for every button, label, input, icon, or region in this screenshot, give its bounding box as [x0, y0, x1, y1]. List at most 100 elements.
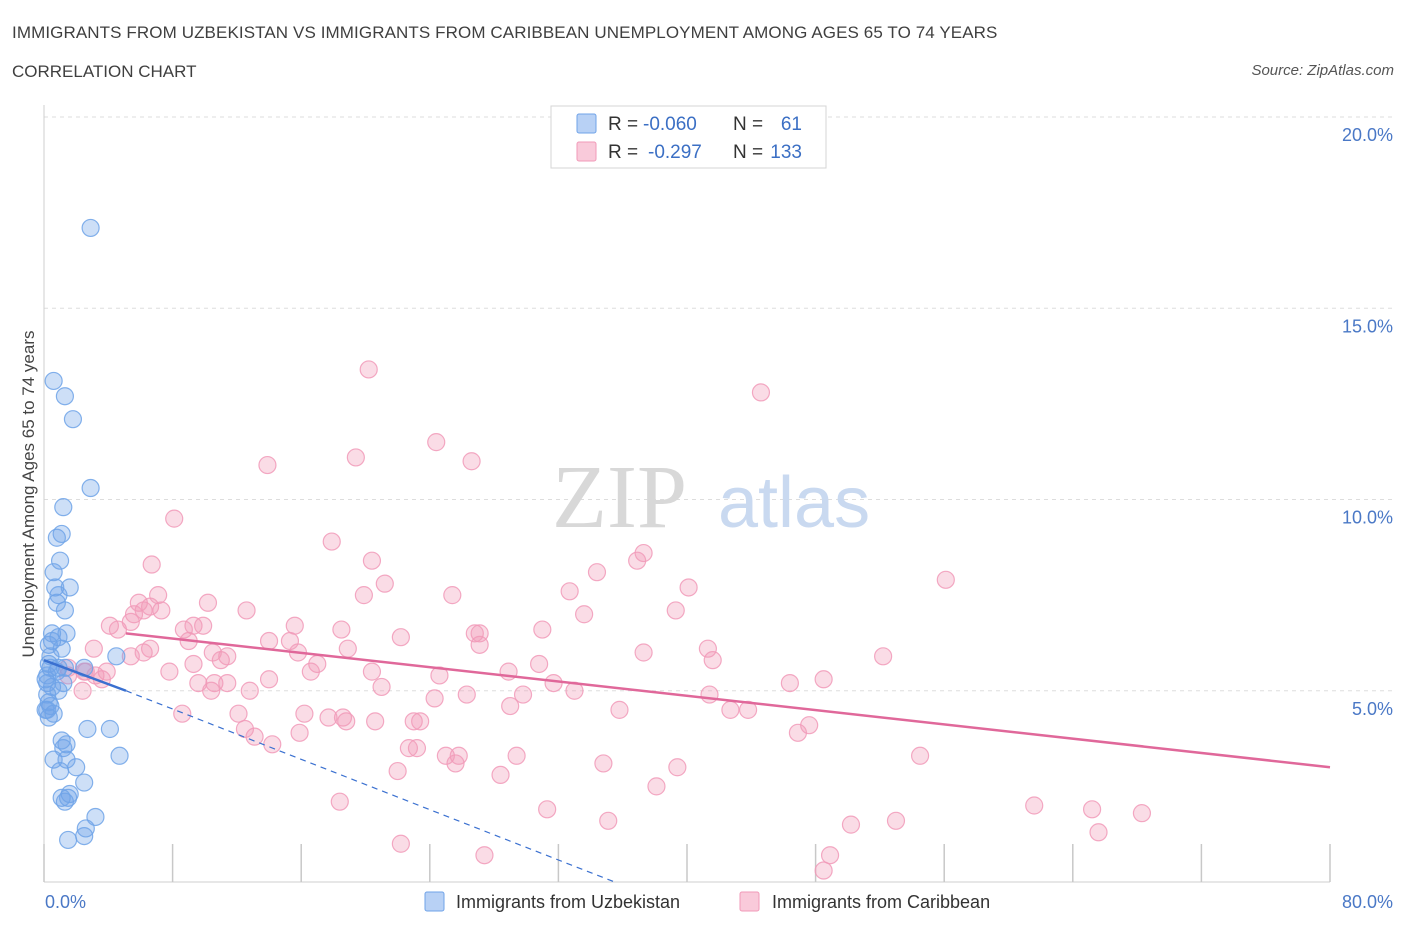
caribbean-point-111 [491, 765, 510, 785]
caribbean-point-17 [443, 586, 462, 605]
caribbean-point-38 [533, 620, 552, 639]
caribbean-point-69 [544, 673, 563, 693]
watermark-atlas: atlas [718, 463, 870, 543]
caribbean-point-12 [587, 563, 607, 582]
y-tick-label-1: 10.0% [1342, 508, 1393, 528]
uzbekistan-point-31 [54, 673, 73, 693]
caribbean-point-108 [594, 754, 613, 773]
uzbekistan-point-55 [59, 830, 78, 850]
caribbean-point-125 [814, 861, 833, 880]
uzbekistan-trend-line [43, 658, 127, 692]
stats-legend-swatch-uzbekistan [576, 113, 597, 134]
x-tick-label-max: 80.0% [1342, 892, 1393, 912]
uzbekistan-point-56 [75, 826, 94, 846]
uzbekistan-point-4 [81, 478, 100, 498]
caribbean-point-94 [404, 712, 423, 731]
caribbean-point-5 [462, 452, 481, 471]
caribbean-point-2 [427, 433, 446, 452]
uzbekistan-point-2 [55, 387, 74, 406]
caribbean-point-98 [788, 723, 808, 742]
caribbean-point-11 [142, 555, 161, 574]
watermark-zip: ZIP [552, 448, 687, 547]
caribbean-point-18 [354, 586, 373, 605]
caribbean-point-88 [173, 704, 192, 723]
chart-title: IMMIGRANTS FROM UZBEKISTAN VS IMMIGRANTS… [12, 23, 998, 42]
uzbekistan-point-32 [38, 685, 57, 704]
caribbean-point-105 [507, 746, 526, 765]
stats-legend-r-value-uzbekistan: -0.060 [643, 114, 697, 135]
uzbekistan-point-43 [110, 746, 129, 765]
bottom-legend-label-caribbean: Immigrants from Caribbean [772, 892, 990, 912]
caribbean-point-109 [668, 758, 687, 777]
watermark: ZIP atlas [552, 448, 870, 547]
caribbean-point-87 [229, 704, 248, 723]
caribbean-point-66 [160, 662, 179, 681]
caribbean-point-43 [84, 639, 103, 658]
caribbean-point-58 [301, 662, 320, 681]
uzbekistan-points [36, 218, 129, 850]
stats-legend-r-label-uzbekistan: R = [608, 114, 638, 135]
caribbean-point-113 [330, 792, 349, 811]
caribbean-point-49 [634, 643, 653, 662]
caribbean-point-71 [814, 670, 833, 689]
uzbekistan-point-52 [55, 792, 74, 811]
bottom-legend-swatch-caribbean [739, 891, 760, 912]
caribbean-point-118 [1025, 796, 1044, 815]
caribbean-point-110 [388, 761, 407, 781]
uzbekistan-point-46 [67, 758, 86, 777]
chart-subtitle: CORRELATION CHART [12, 62, 197, 81]
uzbekistan-point-1 [44, 371, 63, 391]
caribbean-point-103 [436, 746, 455, 765]
caribbean-point-95 [235, 719, 255, 739]
stats-legend-r-label-caribbean: R = [608, 142, 638, 163]
uzbekistan-point-59 [36, 700, 55, 719]
caribbean-trend-line [125, 632, 1331, 769]
caribbean-point-82 [425, 689, 444, 708]
uzbekistan-point-3 [63, 410, 83, 429]
caribbean-point-39 [391, 628, 410, 647]
caribbean-point-76 [372, 677, 391, 697]
uzbekistan-point-45 [57, 750, 76, 769]
caribbean-point-56 [874, 647, 893, 666]
uzbekistan-point-0 [81, 218, 100, 238]
caribbean-point-131 [121, 647, 140, 666]
y-tick-label-3: 20.0% [1342, 125, 1393, 145]
uzbekistan-point-8 [50, 551, 70, 570]
uzbekistan-point-38 [78, 719, 97, 739]
bottom-legend-label-uzbekistan: Immigrants from Uzbekistan [456, 892, 680, 912]
caribbean-point-89 [295, 704, 314, 723]
trend-lines [43, 632, 1331, 883]
caribbean-point-132 [411, 712, 430, 731]
caribbean-point-59 [362, 662, 382, 681]
caribbean-point-116 [841, 815, 861, 834]
stats-legend-swatch-caribbean [576, 141, 597, 162]
caribbean-point-93 [337, 712, 356, 731]
caribbean-point-7 [322, 532, 341, 551]
caribbean-point-112 [647, 777, 666, 796]
caribbean-point-80 [457, 685, 476, 704]
caribbean-point-115 [599, 811, 618, 830]
caribbean-point-85 [721, 700, 740, 719]
uzbekistan-point-5 [54, 498, 73, 517]
uzbekistan-point-7 [47, 528, 66, 547]
caribbean-point-25 [237, 601, 256, 620]
caribbean-point-92 [366, 712, 385, 731]
caribbean-point-26 [575, 605, 594, 624]
caribbean-point-21 [198, 593, 218, 612]
caribbean-point-32 [194, 616, 213, 635]
caribbean-point-57 [184, 654, 203, 674]
caribbean-point-123 [475, 846, 494, 865]
caribbean-point-9 [628, 551, 647, 570]
caribbean-point-41 [259, 631, 279, 651]
stats-legend-r-value-caribbean: -0.297 [648, 142, 702, 163]
caribbean-point-127 [140, 639, 160, 658]
caribbean-point-24 [152, 601, 171, 620]
caribbean-point-107 [446, 754, 465, 773]
caribbean-point-100 [263, 735, 282, 754]
x-tick-label-min: 0.0% [45, 892, 86, 912]
caribbean-point-68 [430, 666, 449, 685]
caribbean-point-122 [391, 834, 410, 853]
caribbean-point-3 [258, 455, 277, 475]
uzbekistan-point-14 [55, 601, 74, 620]
caribbean-point-46 [338, 639, 357, 658]
